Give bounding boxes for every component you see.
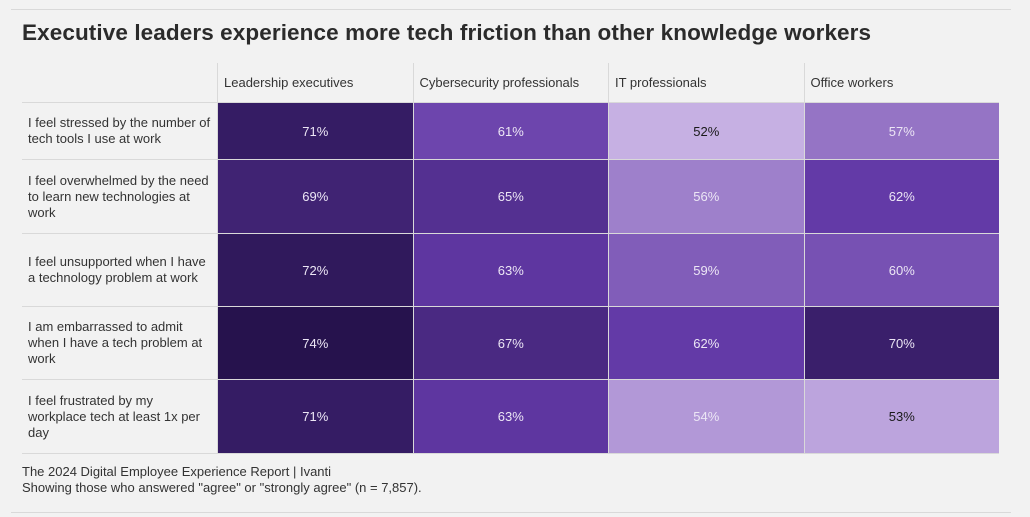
top-divider [11, 9, 1011, 10]
column-header-row: Leadership executives Cybersecurity profe… [22, 63, 999, 103]
heatmap-table: Leadership executives Cybersecurity profe… [22, 63, 999, 454]
heatmap-row: I feel frustrated by my workplace tech a… [22, 380, 999, 454]
bottom-divider [11, 512, 1011, 513]
row-label: I feel unsupported when I have a technol… [28, 254, 206, 285]
heatmap-cell: 71% [217, 380, 413, 453]
heatmap-row: I feel overwhelmed by the need to learn … [22, 160, 999, 234]
heatmap-cell: 69% [217, 160, 413, 233]
heatmap-cell: 52% [608, 103, 804, 159]
chart-title: Executive leaders experience more tech f… [22, 20, 872, 45]
heatmap-cell: 53% [803, 380, 999, 453]
heatmap-cell: 72% [217, 234, 413, 306]
heatmap-row: I feel unsupported when I have a technol… [22, 234, 999, 307]
row-label: I feel stressed by the number of tech to… [28, 115, 211, 146]
heatmap-cell: 54% [608, 380, 804, 453]
heatmap-cell: 65% [412, 160, 608, 233]
heatmap-cell: 62% [803, 160, 999, 233]
row-label: I am embarrassed to admit when I have a … [28, 319, 203, 366]
heatmap-cell: 59% [608, 234, 804, 306]
heatmap-body: I feel stressed by the number of tech to… [22, 103, 999, 454]
heatmap-row: I am embarrassed to admit when I have a … [22, 307, 999, 380]
heatmap-cell: 63% [412, 380, 608, 453]
heatmap-row: I feel stressed by the number of tech to… [22, 103, 999, 160]
source-note: The 2024 Digital Employee Experience Rep… [22, 464, 332, 479]
heatmap-cell: 70% [803, 307, 999, 379]
column-header: Leadership executives [217, 63, 413, 102]
heatmap-cell: 71% [217, 103, 413, 159]
heatmap-cell: 62% [608, 307, 804, 379]
chart-footer: The 2024 Digital Employee Experience Rep… [22, 464, 422, 496]
heatmap-cell: 74% [217, 307, 413, 379]
heatmap-cell: 57% [803, 103, 999, 159]
heatmap-cell: 61% [412, 103, 608, 159]
sample-note: Showing those who answered "agree" or "s… [22, 480, 422, 495]
column-header: Cybersecurity professionals [412, 63, 609, 102]
heatmap-cell: 60% [803, 234, 999, 306]
heatmap-cell: 56% [608, 160, 804, 233]
row-label: I feel frustrated by my workplace tech a… [28, 392, 200, 440]
column-header: Office workers [803, 63, 1000, 102]
column-header: IT professionals [608, 63, 804, 102]
heatmap-cell: 63% [412, 234, 608, 306]
row-label: I feel overwhelmed by the need to learn … [28, 172, 209, 220]
heatmap-cell: 67% [412, 307, 608, 379]
